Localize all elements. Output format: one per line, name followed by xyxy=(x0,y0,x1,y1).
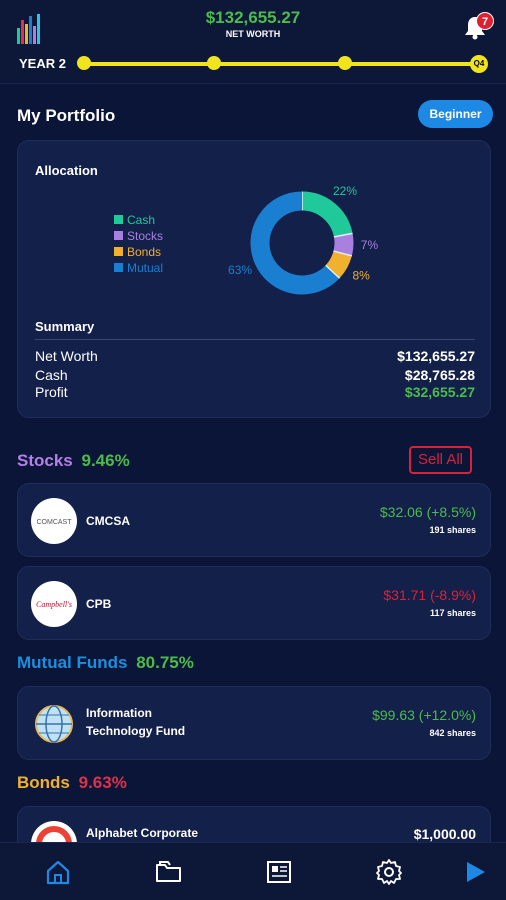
stock-item-cpb[interactable]: Campbell's CPB $31.71 (-8.9%) 117 shares xyxy=(17,566,491,640)
comcast-logo-icon: COMCAST xyxy=(31,498,77,544)
stock-ticker: CMCSA xyxy=(86,514,130,528)
year-label: YEAR 2 xyxy=(19,56,66,71)
allocation-title: Allocation xyxy=(35,163,98,178)
donut-separator xyxy=(333,250,353,257)
campbells-logo-icon: Campbell's xyxy=(31,581,77,627)
svg-text:COMCAST: COMCAST xyxy=(37,519,73,526)
donut-slice-mutual xyxy=(250,191,340,295)
summary-title: Summary xyxy=(35,319,95,334)
notification-badge: 7 xyxy=(476,12,494,30)
donut-slice-bonds xyxy=(325,250,352,279)
play-icon[interactable] xyxy=(460,857,490,887)
allocation-legend: Cash Stocks Bonds Mutual xyxy=(114,212,163,276)
fund-item-it[interactable]: Information Technology Fund $99.63 (+12.… xyxy=(17,686,491,760)
legend-item-bonds: Bonds xyxy=(114,244,163,260)
allocation-card: Allocation Cash Stocks Bonds Mutual 22% 7… xyxy=(17,140,491,418)
app-logo-icon xyxy=(17,14,40,44)
mutual-funds-section-header: Mutual Funds 80.75% xyxy=(17,653,194,672)
quarter-dot-1[interactable] xyxy=(77,56,91,70)
bonds-section-header: Bonds 9.63% xyxy=(17,773,127,792)
net-worth-display: $132,655.27 NET WORTH xyxy=(0,8,506,39)
stock-price: $32.06 (+8.5%) xyxy=(379,504,476,520)
bond-price: $1,000.00 xyxy=(413,826,476,842)
donut-label-mutual: 63% xyxy=(228,263,252,277)
donut-slice-cash xyxy=(301,191,353,238)
stock-price: $31.71 (-8.9%) xyxy=(383,587,476,603)
stocks-section-header: Stocks 9.46% xyxy=(17,451,130,470)
level-button[interactable]: Beginner xyxy=(418,100,493,128)
donut-label-stocks: 7% xyxy=(361,238,379,252)
legend-item-stocks: Stocks xyxy=(114,228,163,244)
stock-shares: 191 shares xyxy=(429,525,476,535)
quarter-timeline xyxy=(84,62,480,66)
legend-item-mutual: Mutual xyxy=(114,260,163,276)
donut-label-cash: 22% xyxy=(333,184,357,198)
legend-item-cash: Cash xyxy=(114,212,163,228)
quarter-dot-4[interactable]: Q4 xyxy=(470,55,488,73)
stock-ticker: CPB xyxy=(86,597,112,611)
top-bar: $132,655.27 NET WORTH 7 YEAR 2 Q4 xyxy=(0,0,506,84)
net-worth-label: NET WORTH xyxy=(225,29,281,39)
allocation-donut-chart: 22% 7% 8% 63% xyxy=(228,184,379,295)
bottom-navigation xyxy=(0,842,506,900)
page-title: My Portfolio xyxy=(17,106,116,125)
svg-text:Campbell's: Campbell's xyxy=(36,600,72,609)
donut-separator xyxy=(333,232,353,238)
net-worth-value: $132,655.27 xyxy=(205,8,301,27)
donut-slice-stocks xyxy=(333,233,354,256)
sell-all-button[interactable]: Sell All xyxy=(409,446,472,474)
globe-icon xyxy=(31,701,77,747)
stock-shares: 117 shares xyxy=(429,608,476,618)
folder-icon[interactable] xyxy=(154,857,184,887)
quarter-dot-2[interactable] xyxy=(207,56,221,70)
stock-item-cmcsa[interactable]: COMCAST CMCSA $32.06 (+8.5%) 191 shares xyxy=(17,483,491,557)
fund-name: Information Technology Fund xyxy=(86,706,186,738)
donut-label-bonds: 8% xyxy=(352,269,370,283)
summary-divider xyxy=(35,339,475,340)
home-icon[interactable] xyxy=(43,857,73,887)
fund-price: $99.63 (+12.0%) xyxy=(372,707,476,723)
donut-separator xyxy=(325,264,341,279)
news-icon[interactable] xyxy=(264,857,294,887)
quarter-dot-3[interactable] xyxy=(338,56,352,70)
gear-icon[interactable] xyxy=(374,857,404,887)
bond-name: Alphabet Corporate xyxy=(86,826,199,840)
fund-shares: 842 shares xyxy=(429,728,476,738)
